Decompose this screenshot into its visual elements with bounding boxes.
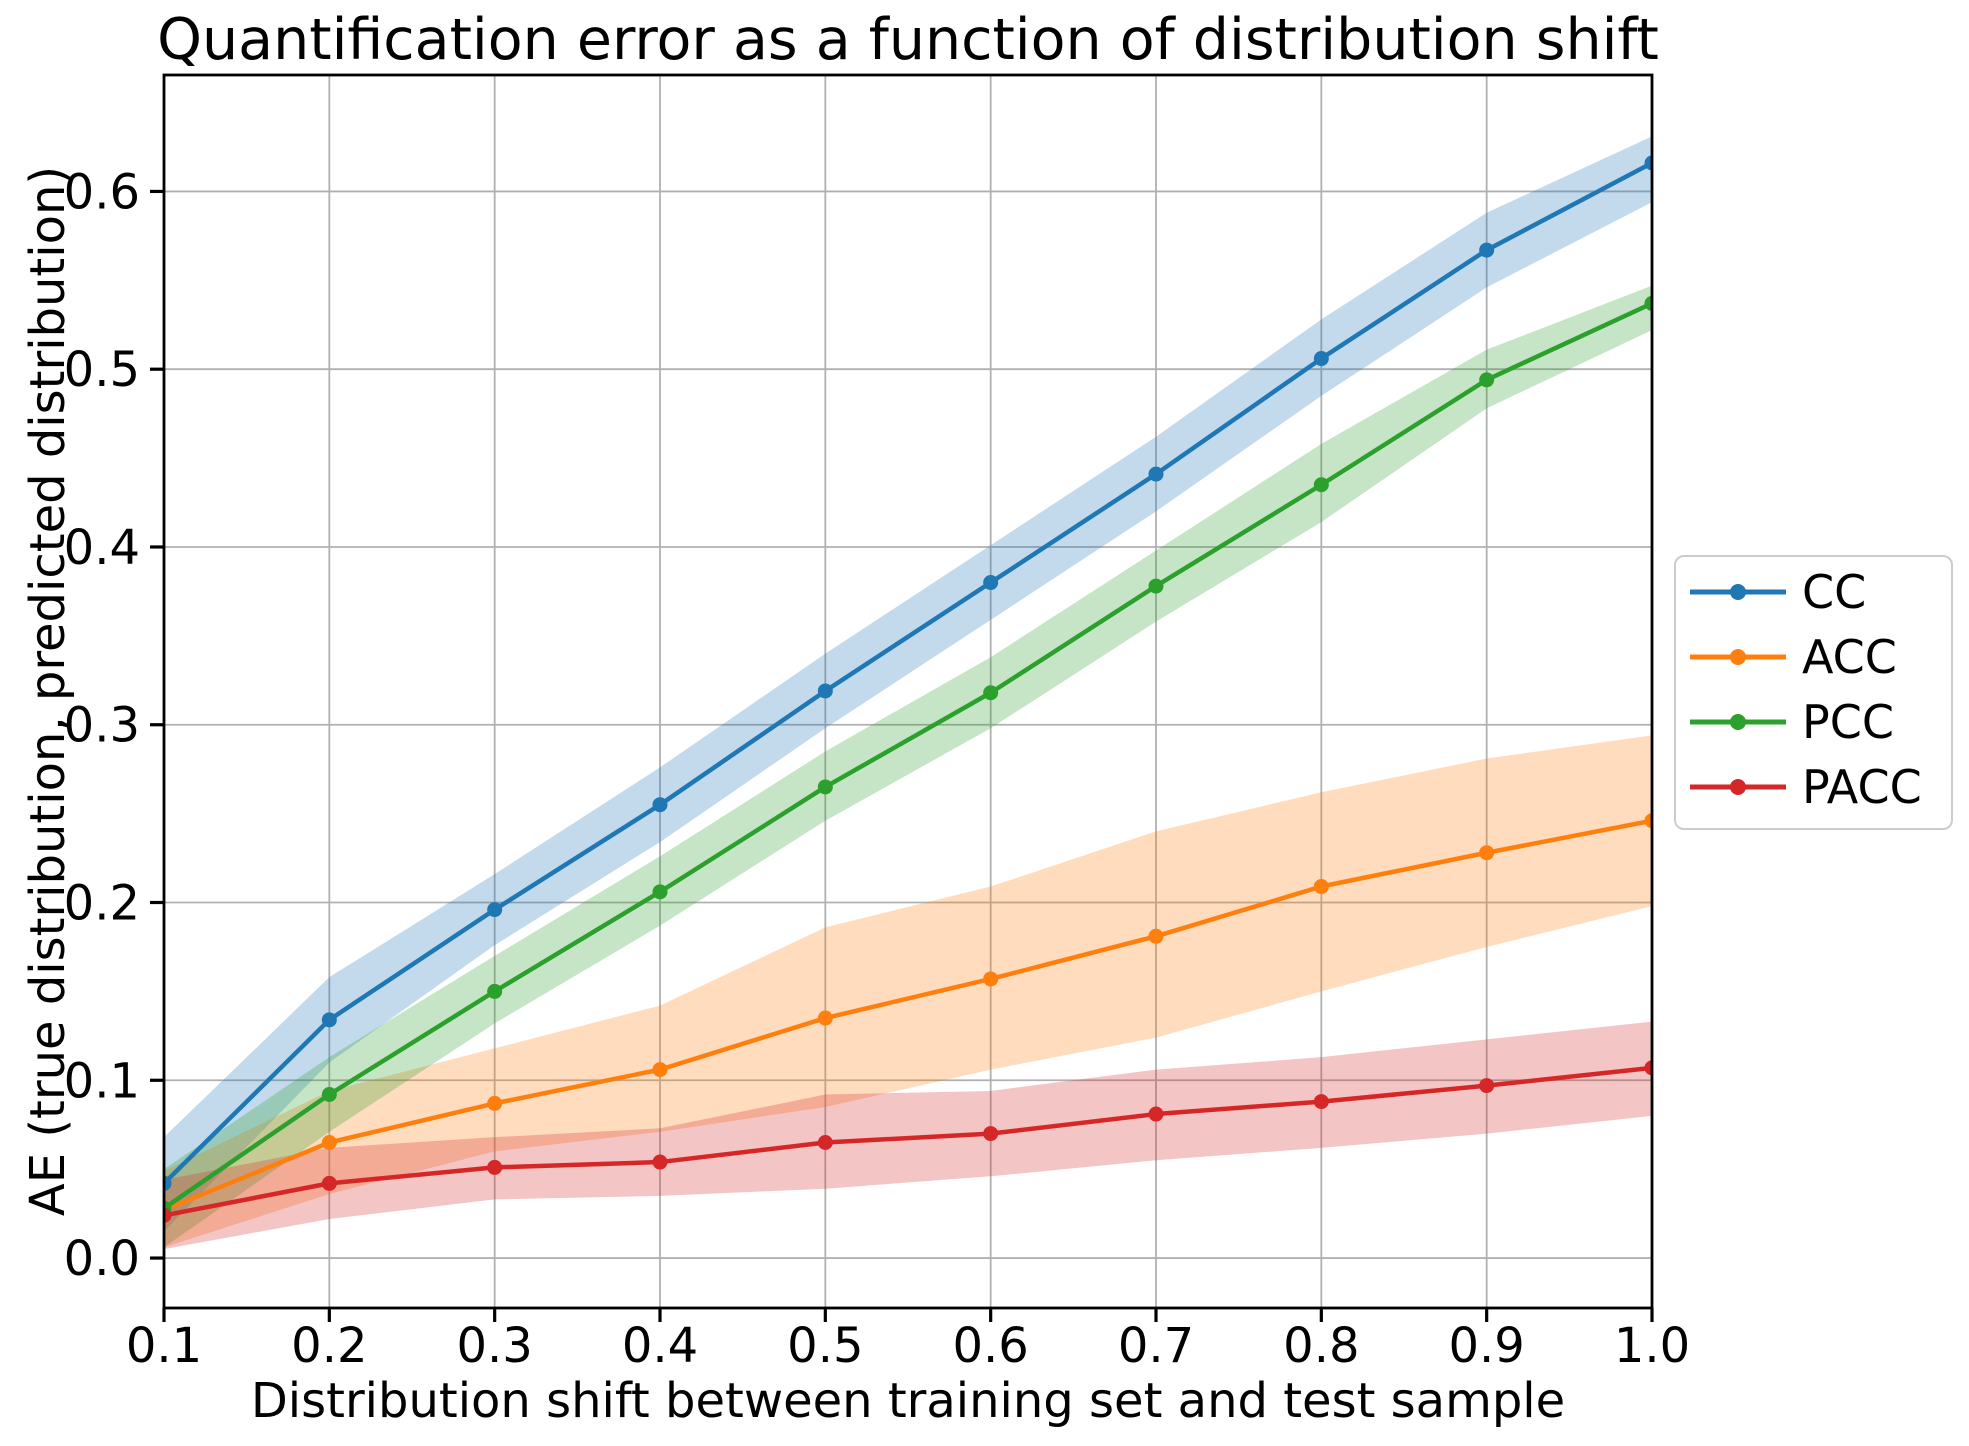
x-tick-label-0.3: 0.3 (456, 1318, 532, 1374)
y-tick-label-0: 0.0 (64, 1231, 140, 1287)
series-line-ACC (164, 818, 1652, 1213)
marker-PACC-0.8 (1313, 1094, 1329, 1110)
marker-PACC-0.3 (487, 1159, 503, 1175)
marker-CC-0.8 (1313, 351, 1329, 367)
y-tick-label-0.5: 0.5 (64, 342, 140, 398)
legend-marker-CC (1730, 584, 1746, 600)
legend-item-ACC: ACC (1690, 630, 1897, 684)
marker-ACC-0.8 (1313, 879, 1329, 895)
y-tick-label-0.3: 0.3 (64, 698, 140, 754)
y-tick-label-0.6: 0.6 (64, 164, 140, 220)
marker-PCC-0.5 (817, 779, 833, 795)
marker-ACC-0.5 (817, 1010, 833, 1026)
series-layer (164, 136, 1652, 1250)
y-tick-label-0.1: 0.1 (64, 1053, 140, 1109)
marker-ACC-0.2 (321, 1134, 337, 1150)
marker-ACC-0.4 (652, 1062, 668, 1078)
x-tick-label-0.1: 0.1 (126, 1318, 202, 1374)
marker-PACC-0.5 (817, 1134, 833, 1150)
marker-PCC-0.8 (1313, 477, 1329, 493)
marker-PCC-0.4 (652, 884, 668, 900)
x-axis-label: Distribution shift between training set … (251, 1373, 1565, 1429)
confidence-band-PCC (164, 285, 1652, 1248)
marker-PCC-1 (1644, 295, 1652, 311)
marker-PACC-1 (1644, 1060, 1652, 1076)
marker-CC-0.5 (817, 683, 833, 699)
x-tick-label-0.9: 0.9 (1448, 1318, 1524, 1374)
marker-PACC-0.2 (321, 1175, 337, 1191)
marker-CC-0.7 (1148, 466, 1164, 482)
legend-item-PCC: PCC (1690, 695, 1894, 749)
chart-title: Quantification error as a function of di… (157, 7, 1659, 73)
legend-item-PACC: PACC (1690, 760, 1922, 814)
marker-PCC-0.6 (983, 685, 999, 701)
marker-PACC-0.9 (1479, 1078, 1495, 1094)
marker-CC-0.2 (321, 1012, 337, 1028)
legend-label-PCC: PCC (1802, 695, 1894, 749)
marker-CC-1 (1644, 155, 1652, 171)
y-tick-label-0.2: 0.2 (64, 876, 140, 932)
x-tick-label-0.8: 0.8 (1283, 1318, 1359, 1374)
legend-label-ACC: ACC (1802, 630, 1897, 684)
marker-ACC-0.3 (487, 1095, 503, 1111)
marker-PACC-0.4 (652, 1154, 668, 1170)
marker-ACC-0.9 (1479, 845, 1495, 861)
legend-label-CC: CC (1802, 565, 1866, 619)
marker-PCC-0.9 (1479, 372, 1495, 388)
legend-marker-PCC (1730, 714, 1746, 730)
marker-ACC-1 (1644, 813, 1652, 829)
legend-box (1674, 555, 1953, 830)
marker-CC-0.9 (1479, 242, 1495, 258)
marker-PCC-0.2 (321, 1087, 337, 1103)
legend: CC ACC PCC PACC (1674, 555, 1953, 830)
marker-CC-0.4 (652, 797, 668, 813)
legend-marker-PACC (1730, 779, 1746, 795)
axes-spines (162, 73, 1654, 1310)
marker-PCC-0.7 (1148, 578, 1164, 594)
confidence-band-CC (164, 136, 1652, 1232)
series-line-PACC (164, 1065, 1652, 1218)
y-tick-label-0.4: 0.4 (64, 520, 140, 576)
x-tick-label-1: 1.0 (1614, 1318, 1690, 1374)
y-axis-label: AE (true distribution, predicted distrib… (20, 166, 76, 1216)
tick-labels: 0.1 0.2 0.3 0.4 0.5 0.6 0.7 0.8 0.9 1.0 0.0 0.1 0.2 0… (64, 164, 1691, 1374)
series-line-PCC (164, 301, 1652, 1211)
marker-PCC-0.3 (487, 983, 503, 999)
confidence-band-ACC (164, 735, 1652, 1248)
legend-item-CC: CC (1690, 565, 1866, 619)
legend-label-PACC: PACC (1802, 760, 1922, 814)
x-tick-label-0.5: 0.5 (787, 1318, 863, 1374)
marker-CC-0.6 (983, 575, 999, 591)
marker-ACC-0.6 (983, 971, 999, 987)
marker-CC-0.1 (164, 1175, 172, 1191)
series-line-CC (164, 160, 1652, 1186)
marker-CC-0.3 (487, 902, 503, 918)
marker-ACC-0.7 (1148, 928, 1164, 944)
x-tick-label-0.6: 0.6 (952, 1318, 1028, 1374)
marker-PACC-0.6 (983, 1126, 999, 1142)
ticks (150, 189, 1654, 1322)
marker-PACC-0.7 (1148, 1106, 1164, 1122)
legend-marker-ACC (1730, 649, 1746, 665)
x-tick-label-0.4: 0.4 (622, 1318, 698, 1374)
x-tick-label-0.7: 0.7 (1118, 1318, 1194, 1374)
marker-PACC-0.1 (164, 1207, 172, 1223)
plot-area: 0.1 0.2 0.3 0.4 0.5 0.6 0.7 0.8 0.9 1.0 0.0 0.1 0.2 0… (64, 73, 1953, 1374)
x-tick-label-0.2: 0.2 (291, 1318, 367, 1374)
confidence-band-PACC (164, 1021, 1652, 1250)
